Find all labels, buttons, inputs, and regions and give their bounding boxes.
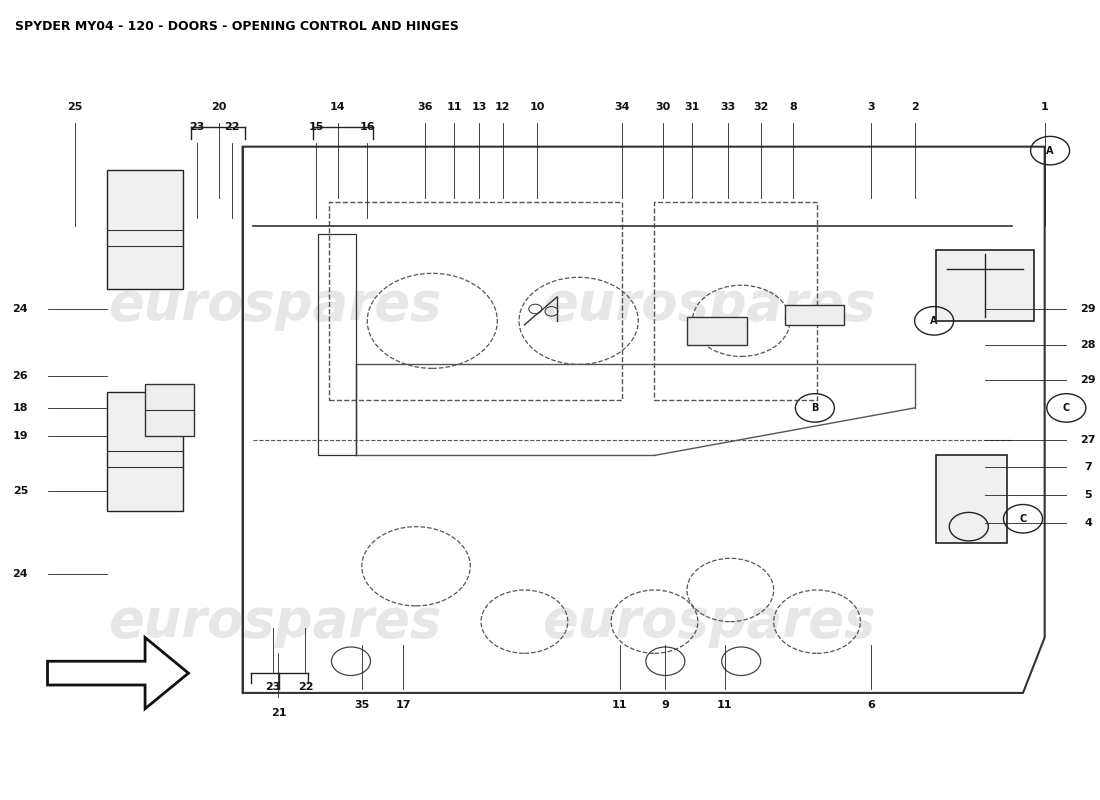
Text: 26: 26 xyxy=(12,371,29,382)
Text: SPYDER MY04 - 120 - DOORS - OPENING CONTROL AND HINGES: SPYDER MY04 - 120 - DOORS - OPENING CONT… xyxy=(15,20,459,33)
Text: 20: 20 xyxy=(211,102,227,112)
Text: 1: 1 xyxy=(1041,102,1048,112)
Text: 27: 27 xyxy=(1080,434,1096,445)
FancyBboxPatch shape xyxy=(936,250,1034,321)
Text: 6: 6 xyxy=(867,700,876,710)
Text: 3: 3 xyxy=(868,102,876,112)
Text: 18: 18 xyxy=(13,403,29,413)
Text: 11: 11 xyxy=(612,700,627,710)
Text: 32: 32 xyxy=(754,102,769,112)
Polygon shape xyxy=(47,638,188,709)
Text: 19: 19 xyxy=(12,430,29,441)
Text: 31: 31 xyxy=(684,102,700,112)
Text: 23: 23 xyxy=(265,682,280,692)
Text: 12: 12 xyxy=(495,102,510,112)
FancyBboxPatch shape xyxy=(107,392,183,511)
Text: 17: 17 xyxy=(395,700,410,710)
Text: 10: 10 xyxy=(530,102,546,112)
Text: B: B xyxy=(965,522,972,532)
Text: 25: 25 xyxy=(13,486,29,496)
Text: 21: 21 xyxy=(271,708,286,718)
Text: 33: 33 xyxy=(720,102,736,112)
Text: C: C xyxy=(1020,514,1026,524)
Text: 8: 8 xyxy=(790,102,798,112)
Text: 7: 7 xyxy=(1085,462,1092,472)
Text: 22: 22 xyxy=(224,122,240,132)
Text: 30: 30 xyxy=(656,102,671,112)
Text: eurospares: eurospares xyxy=(109,596,442,648)
Text: 5: 5 xyxy=(1085,490,1092,500)
Text: C: C xyxy=(1063,403,1070,413)
Text: A: A xyxy=(931,316,938,326)
Text: 16: 16 xyxy=(360,122,375,132)
Text: 28: 28 xyxy=(1080,339,1096,350)
Text: 25: 25 xyxy=(67,102,82,112)
Text: 23: 23 xyxy=(189,122,205,132)
Text: 29: 29 xyxy=(1080,375,1096,386)
Text: 24: 24 xyxy=(12,569,29,579)
Text: 15: 15 xyxy=(309,122,324,132)
Text: A: A xyxy=(1046,146,1054,156)
Text: 36: 36 xyxy=(417,102,432,112)
Text: 13: 13 xyxy=(471,102,486,112)
Text: 9: 9 xyxy=(661,700,669,710)
Text: 34: 34 xyxy=(614,102,629,112)
Text: 11: 11 xyxy=(717,700,733,710)
FancyBboxPatch shape xyxy=(145,384,194,436)
Text: 11: 11 xyxy=(447,102,462,112)
Text: eurospares: eurospares xyxy=(542,279,876,331)
Text: 4: 4 xyxy=(1085,518,1092,528)
Text: eurospares: eurospares xyxy=(109,279,442,331)
FancyBboxPatch shape xyxy=(107,170,183,289)
Text: 22: 22 xyxy=(298,682,314,692)
Text: 35: 35 xyxy=(354,700,370,710)
FancyBboxPatch shape xyxy=(936,455,1007,542)
FancyBboxPatch shape xyxy=(688,317,747,345)
Text: 14: 14 xyxy=(330,102,345,112)
Text: B: B xyxy=(811,403,818,413)
FancyBboxPatch shape xyxy=(784,305,844,325)
Text: eurospares: eurospares xyxy=(542,596,876,648)
Text: 29: 29 xyxy=(1080,304,1096,314)
Text: 24: 24 xyxy=(12,304,29,314)
Text: 2: 2 xyxy=(911,102,918,112)
